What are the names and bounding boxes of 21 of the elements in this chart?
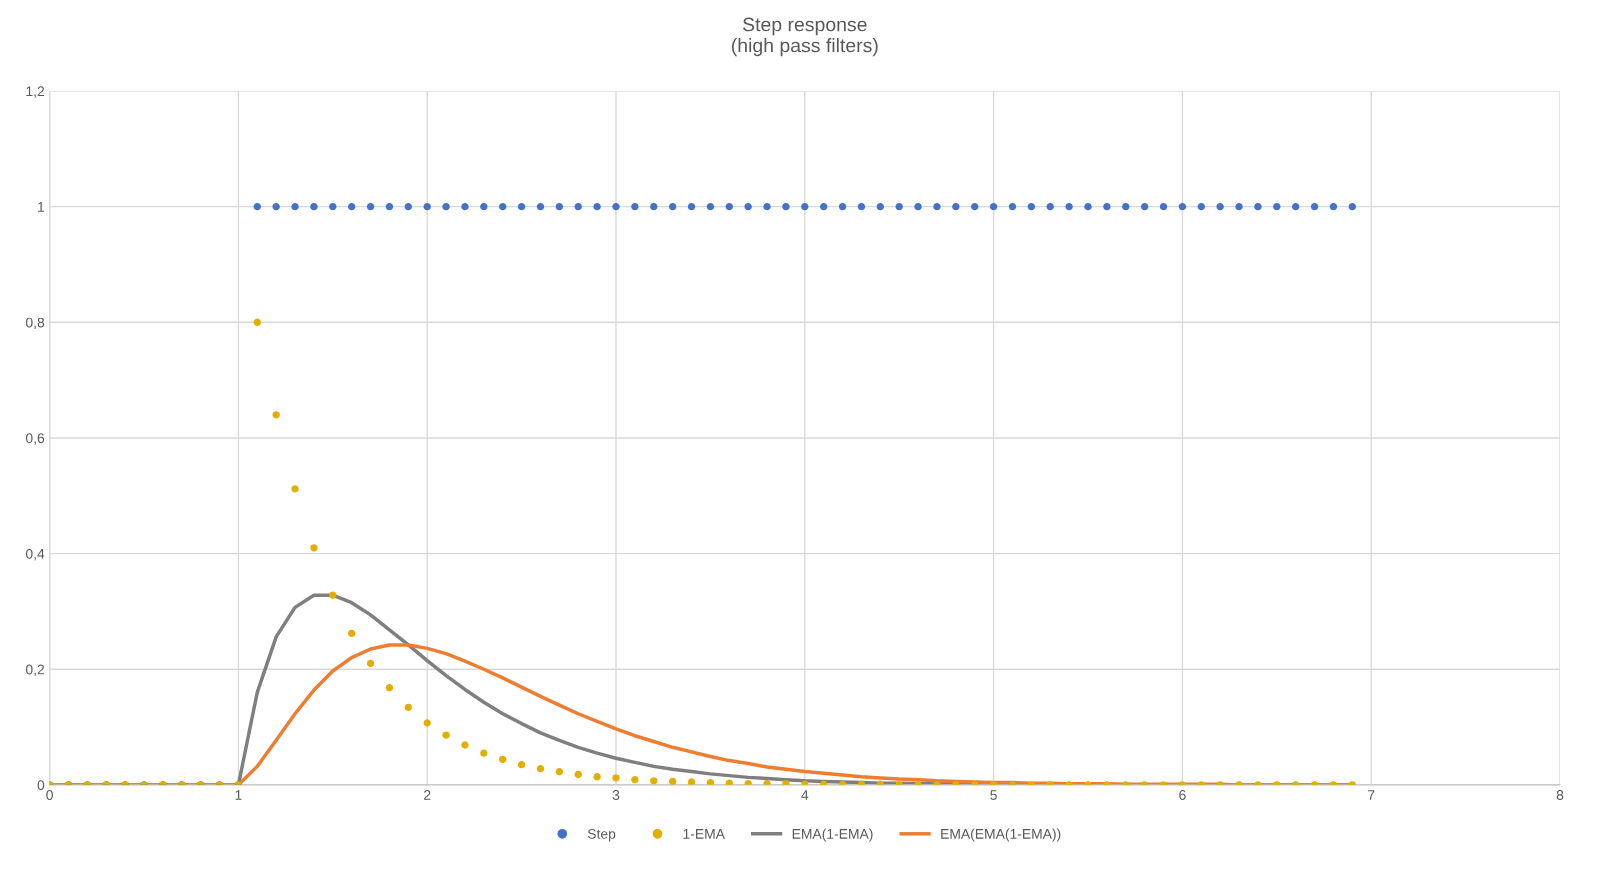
x-tick-label: 0 — [46, 790, 53, 800]
x-tick-label: 1 — [235, 790, 242, 800]
x-tick-label: 8 — [1556, 790, 1564, 800]
x-tick-label: 6 — [1179, 790, 1186, 800]
x-tick-label: 7 — [1368, 790, 1375, 800]
x-tick-label: 3 — [612, 790, 620, 800]
y-tick-label: 0,8 — [25, 317, 45, 330]
y-tick-label: 0,6 — [25, 433, 45, 445]
x-tick-label: 2 — [424, 790, 431, 800]
chart-title: Step response (high pass filters) — [731, 17, 878, 57]
legend-label: Step — [587, 828, 616, 842]
legend-label: EMA(EMA(1-EMA)) — [941, 828, 1061, 842]
y-tick-label: 1 — [38, 202, 45, 212]
legend-label: 1-EMA — [683, 829, 725, 839]
y-tick-label: 0,2 — [25, 664, 45, 677]
x-tick-label: 4 — [801, 790, 809, 800]
y-tick-label: 0 — [37, 780, 45, 791]
x-tick-label: 5 — [990, 790, 997, 800]
legend-label: EMA(1-EMA) — [792, 828, 873, 842]
y-tick-label: 0,4 — [25, 548, 45, 561]
y-tick-label: 1,2 — [26, 86, 45, 98]
